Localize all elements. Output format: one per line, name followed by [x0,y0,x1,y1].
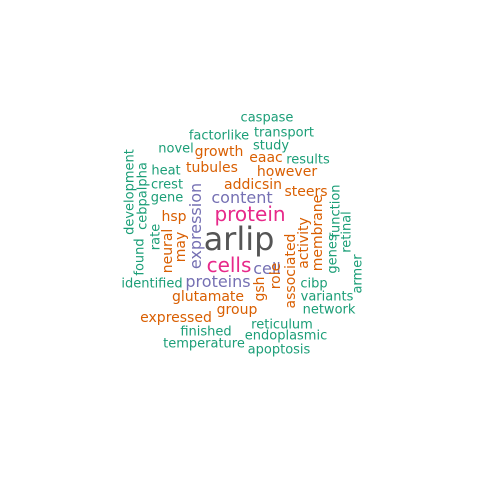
word-cebpalpha: cebpalpha [135,162,151,230]
word-cell: cell [253,259,281,278]
word-expressed: expressed [140,310,212,326]
word-reticulum: reticulum [251,317,313,333]
word-temperature: temperature [163,336,245,352]
word-content: content [211,188,273,207]
word-gene: gene [150,190,184,206]
word-tubules: tubules [186,160,238,176]
word-genes: genes [325,234,341,274]
word-rate: rate [148,223,164,251]
word-membrane: membrane [310,194,326,272]
word-network: network [302,302,356,318]
word-steers: steers [284,184,328,200]
word-may: may [173,231,189,263]
word-identified: identified [121,276,183,292]
word-endoplasmic: endoplasmic [244,328,328,344]
word-crest: crest [150,177,184,193]
word-factorlike: factorlike [188,128,250,144]
word-apoptosis: apoptosis [247,342,311,358]
word-activity: activity [296,217,312,269]
word-proteins: proteins [185,272,251,291]
word-addicsin: addicsin [224,177,282,193]
word-heat: heat [151,163,181,179]
word-found: found [132,238,148,276]
word-role: role [268,262,284,290]
word-finished: finished [180,324,232,340]
word-retinal: retinal [339,211,355,253]
word-protein: protein [214,202,286,226]
word-armer: armer [350,254,366,294]
word-however: however [256,164,318,180]
word-cells: cells [206,253,252,277]
word-transport: transport [253,125,315,141]
word-results: results [286,152,330,168]
word-variants: variants [300,289,354,305]
word-hsp: hsp [161,209,187,225]
word-eaac: eaac [249,150,283,166]
word-caspase: caspase [240,110,294,126]
word-novel: novel [158,141,194,157]
word-group: group [216,302,258,318]
word-expression: expression [186,182,205,270]
word-study: study [252,138,290,154]
word-cibp: cibp [300,276,328,292]
word-growth: growth [194,144,244,160]
word-glutamate: glutamate [171,289,245,305]
word-gsh: gsh [252,276,268,302]
word-arlip: arlip [203,220,275,258]
